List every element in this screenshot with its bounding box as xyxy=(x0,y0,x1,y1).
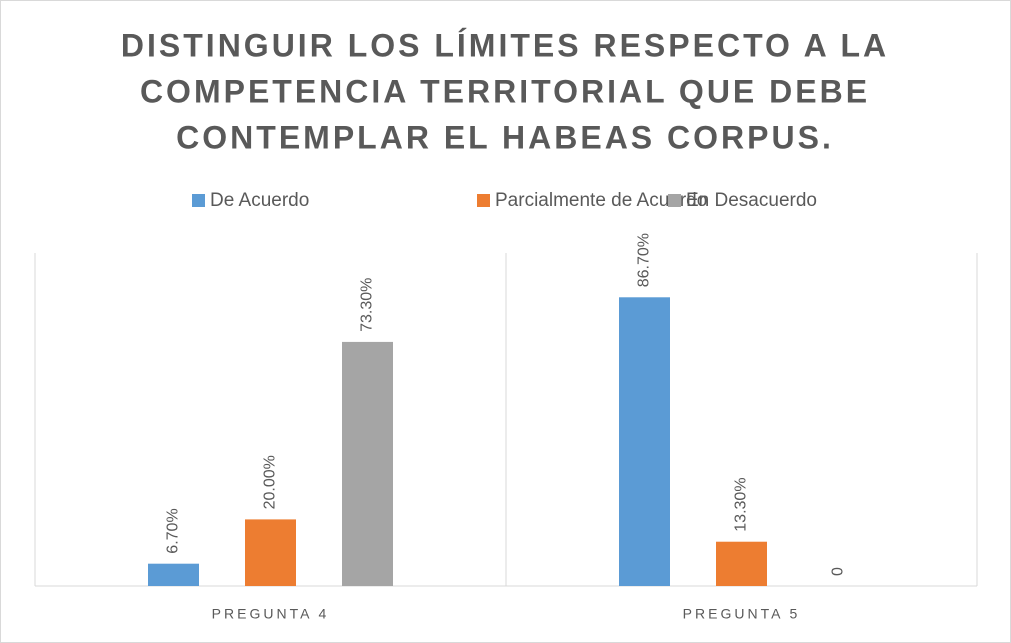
data-label: 6.70% xyxy=(165,508,182,553)
data-label: 86.70% xyxy=(636,233,653,287)
x-tick-label: PREGUNTA 5 xyxy=(683,606,801,622)
legend-label: De Acuerdo xyxy=(210,190,309,211)
bar xyxy=(342,341,393,586)
data-label: 13.30% xyxy=(733,477,750,531)
data-label: 0 xyxy=(830,567,847,576)
data-label: 20.00% xyxy=(262,455,279,509)
legend-label: Parcialmente de Acuerdo xyxy=(495,190,707,211)
chart-title: COMPETENCIA TERRITORIAL QUE DEBE xyxy=(140,73,870,109)
chart-title: DISTINGUIR LOS LÍMITES RESPECTO A LA xyxy=(121,27,889,63)
bar xyxy=(245,519,296,586)
legend-label: En Desacuerdo xyxy=(686,190,817,211)
bar xyxy=(148,563,199,586)
x-tick-label: PREGUNTA 4 xyxy=(212,606,330,622)
legend-swatch xyxy=(668,194,681,207)
legend-swatch xyxy=(477,194,490,207)
legend-swatch xyxy=(192,194,205,207)
data-label: 73.30% xyxy=(359,278,376,332)
bar xyxy=(716,541,767,586)
chart-title: CONTEMPLAR EL HABEAS CORPUS. xyxy=(176,119,834,155)
bar xyxy=(619,297,670,586)
